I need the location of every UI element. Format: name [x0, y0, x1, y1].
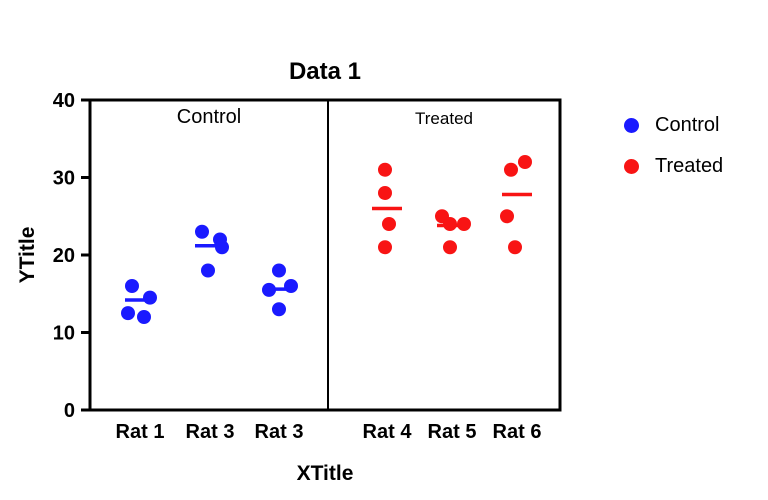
legend-label-control: Control: [655, 114, 720, 136]
chart-title: Data 1: [288, 58, 362, 85]
data-point: [143, 290, 157, 305]
panel-label-treated: Treated: [415, 109, 473, 128]
y-tick-label: 40: [53, 90, 75, 112]
y-tick-label: 20: [53, 245, 75, 267]
data-point: [125, 279, 139, 293]
legend-item-control: Control: [624, 114, 723, 137]
y-tick-label: 30: [53, 168, 75, 190]
y-tick-label: 0: [64, 400, 75, 422]
data-point: [443, 217, 457, 231]
data-point: [378, 162, 392, 177]
legend-dot-treated-icon: [624, 159, 639, 174]
x-tick-label: Rat 6: [493, 421, 542, 443]
x-axis-title: XTitle: [296, 462, 354, 485]
data-point: [195, 224, 209, 239]
data-point: [272, 302, 286, 317]
data-point: [215, 240, 229, 255]
y-tick-label: 10: [53, 323, 75, 345]
legend: Control Treated: [624, 114, 723, 196]
data-point: [284, 279, 298, 293]
x-tick-label: Rat 3: [255, 421, 304, 443]
data-point: [121, 306, 135, 321]
x-tick-label: Rat 4: [363, 421, 413, 443]
data-point: [378, 186, 392, 200]
plot-frame: [88, 98, 562, 412]
data-point: [443, 240, 457, 255]
data-point: [518, 155, 532, 169]
x-tick-label: Rat 1: [116, 421, 165, 443]
data-point: [378, 240, 392, 255]
data-point: [201, 263, 215, 278]
x-tick-label: Rat 3: [186, 421, 235, 443]
legend-item-treated: Treated: [624, 155, 723, 178]
data-point: [500, 209, 514, 224]
legend-dot-control-icon: [624, 118, 639, 133]
x-tick-label: Rat 5: [428, 421, 477, 443]
data-point: [504, 162, 518, 177]
y-axis-title: YTitle: [16, 226, 39, 284]
panel-label-control: Control: [176, 106, 242, 128]
data-point: [262, 282, 276, 297]
data-point: [272, 263, 286, 278]
data-point: [382, 217, 396, 231]
legend-label-treated: Treated: [655, 155, 724, 177]
data-point: [137, 310, 151, 324]
data-point: [508, 240, 522, 255]
data-point: [457, 217, 471, 231]
